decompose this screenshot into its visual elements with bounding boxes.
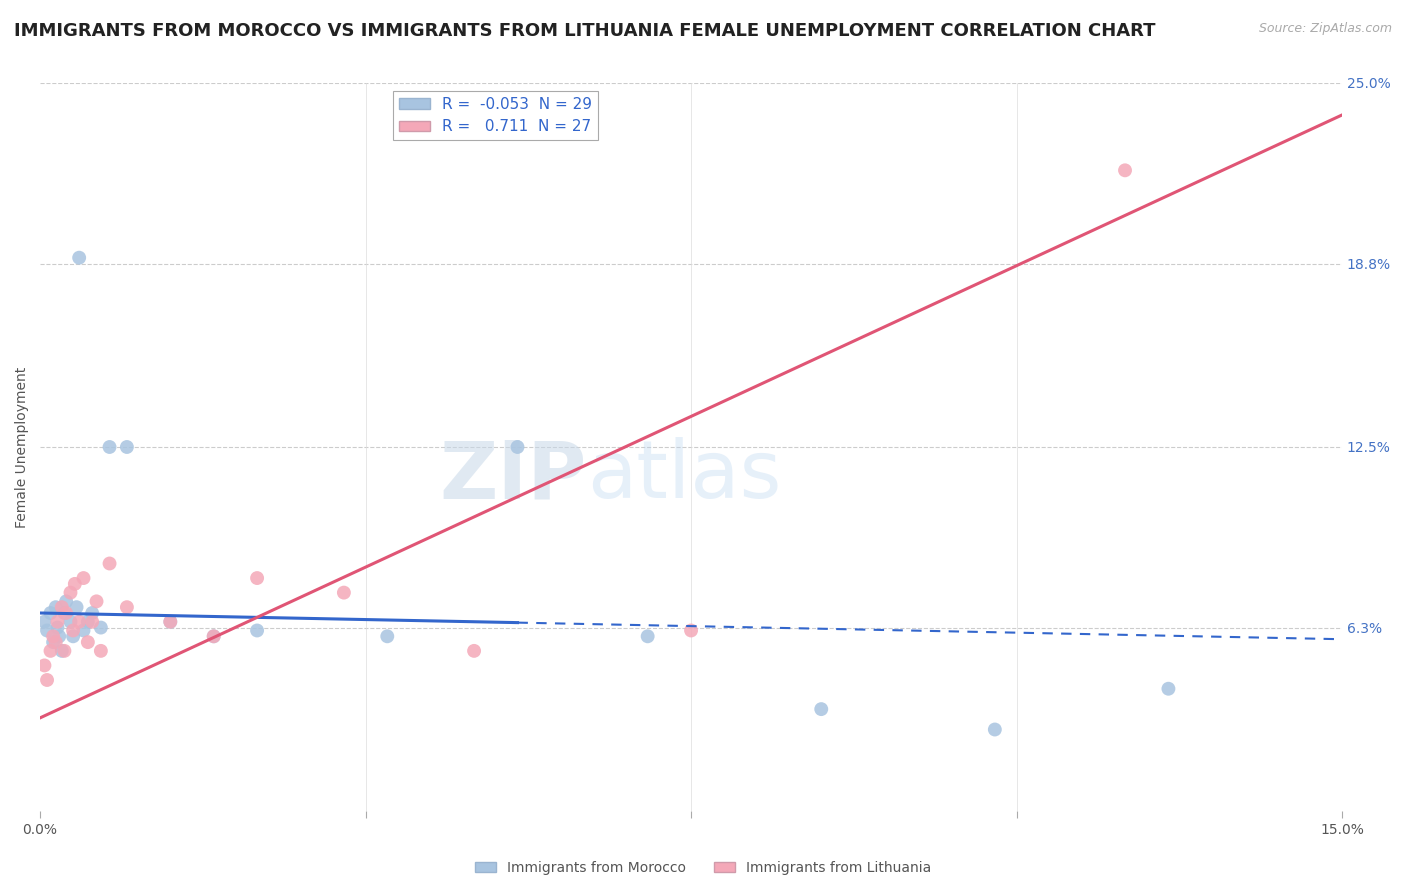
Y-axis label: Female Unemployment: Female Unemployment (15, 367, 30, 528)
Point (159, 615, 181, 629)
Point (55, 606, 77, 620)
Point (506, 440, 529, 454)
Point (34, 658, 56, 673)
Point (246, 571, 269, 585)
Point (333, 585, 356, 599)
Point (637, 629, 659, 643)
Point (463, 644, 485, 658)
Text: ZIP: ZIP (440, 437, 586, 515)
Point (59, 615, 82, 629)
Point (72, 624, 94, 638)
Point (42, 635, 65, 649)
Point (76, 635, 98, 649)
Point (55, 594, 77, 608)
Point (34, 615, 56, 629)
Point (810, 702, 832, 716)
Point (53, 606, 76, 620)
Point (984, 723, 1007, 737)
Point (72, 571, 94, 585)
Point (48, 629, 70, 643)
Point (681, 624, 703, 638)
Point (63, 577, 86, 591)
Point (90, 644, 112, 658)
Point (42, 629, 65, 643)
Point (202, 629, 225, 643)
Legend: R =  -0.053  N = 29, R =   0.711  N = 27: R = -0.053 N = 29, R = 0.711 N = 27 (394, 91, 599, 140)
Point (1114, 163, 1136, 178)
Point (51, 644, 73, 658)
Point (82, 615, 104, 629)
Point (246, 624, 269, 638)
Point (98, 440, 121, 454)
Point (39, 606, 62, 620)
Point (67, 615, 90, 629)
Point (39, 644, 62, 658)
Point (159, 615, 181, 629)
Legend: Immigrants from Morocco, Immigrants from Lithuania: Immigrants from Morocco, Immigrants from… (470, 855, 936, 880)
Point (35, 624, 58, 638)
Point (115, 600, 138, 615)
Text: Source: ZipAtlas.com: Source: ZipAtlas.com (1258, 22, 1392, 36)
Point (375, 629, 398, 643)
Point (90, 621, 112, 635)
Text: IMMIGRANTS FROM MOROCCO VS IMMIGRANTS FROM LITHUANIA FEMALE UNEMPLOYMENT CORRELA: IMMIGRANTS FROM MOROCCO VS IMMIGRANTS FR… (14, 22, 1156, 40)
Point (45, 635, 67, 649)
Point (51, 600, 73, 615)
Point (86, 594, 108, 608)
Point (1157, 681, 1180, 696)
Point (98, 557, 121, 571)
Point (35, 673, 58, 687)
Point (67, 251, 90, 265)
Point (45, 600, 67, 615)
Point (82, 606, 104, 620)
Point (62, 624, 84, 638)
Text: atlas: atlas (586, 437, 782, 515)
Point (46, 615, 69, 629)
Point (202, 629, 225, 643)
Point (53, 644, 76, 658)
Point (115, 440, 138, 454)
Point (76, 615, 98, 629)
Point (62, 629, 84, 643)
Point (65, 600, 87, 615)
Point (46, 621, 69, 635)
Point (59, 585, 82, 599)
